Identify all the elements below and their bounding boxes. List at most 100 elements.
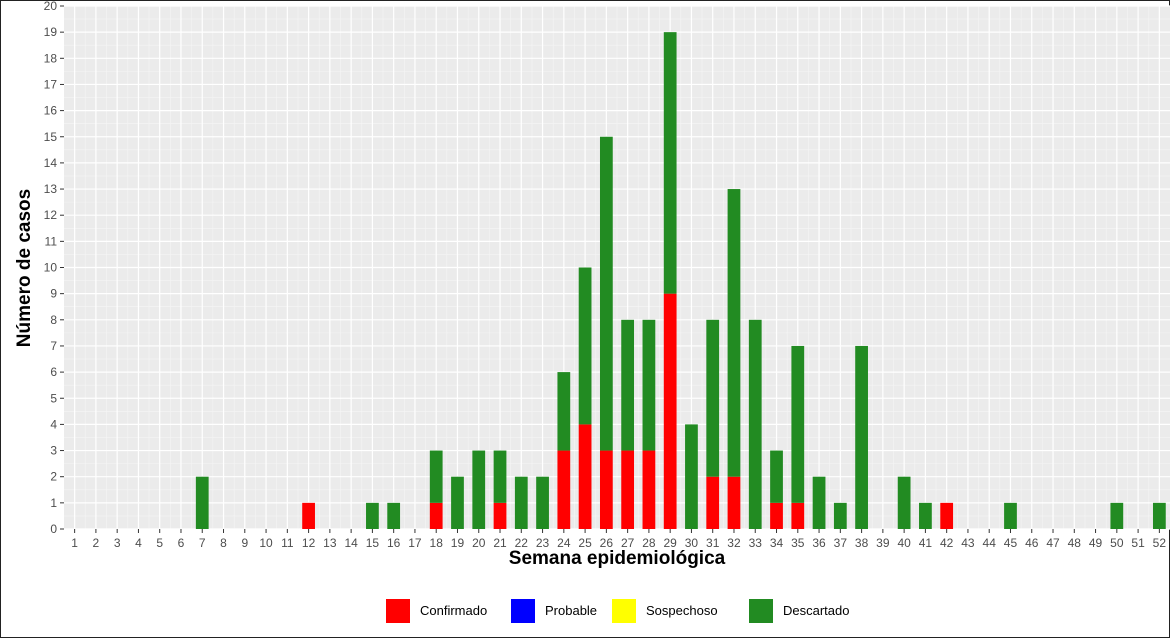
bar-descartado-week-37 (833, 502, 847, 529)
legend-key-sospechoso (612, 599, 636, 623)
y-tick-label: 6 (50, 365, 57, 379)
x-tick-label: 3 (114, 536, 121, 550)
bar-confirmado-week-42 (940, 502, 954, 529)
gridlines (64, 5, 1170, 530)
bar-descartado-week-34 (770, 450, 783, 503)
x-tick-label: 22 (515, 536, 529, 550)
x-tick-label: 41 (919, 536, 933, 550)
x-tick-label: 37 (834, 536, 848, 550)
x-tick-label: 15 (366, 536, 380, 550)
x-tick-label: 31 (706, 536, 720, 550)
bars (195, 32, 1166, 529)
x-tick-label: 17 (408, 536, 422, 550)
x-tick-label: 28 (642, 536, 656, 550)
y-tick-label: 7 (50, 339, 57, 353)
bar-descartado-week-33 (748, 319, 762, 529)
x-tick-label: 18 (430, 536, 444, 550)
bar-confirmado-week-29 (663, 293, 677, 529)
x-tick-label: 24 (557, 536, 571, 550)
x-tick-label: 49 (1089, 536, 1103, 550)
legend-label-probable: Probable (545, 603, 597, 618)
y-tick-label: 14 (44, 156, 58, 170)
bar-confirmado-week-32 (727, 476, 741, 529)
bar-descartado-week-41 (919, 502, 932, 529)
y-tick-label: 13 (44, 182, 58, 196)
bar-descartado-week-36 (812, 476, 826, 529)
bar-descartado-week-7 (195, 476, 209, 529)
bar-descartado-week-27 (621, 319, 635, 451)
x-tick-label: 51 (1131, 536, 1145, 550)
x-tick-label: 38 (855, 536, 869, 550)
y-tick-label: 0 (50, 522, 57, 536)
y-tick-label: 4 (50, 417, 57, 431)
y-tick-label: 18 (44, 51, 58, 65)
bar-descartado-week-29 (663, 32, 677, 294)
bar-descartado-week-50 (1110, 502, 1124, 529)
y-tick-label: 1 (50, 496, 57, 510)
x-tick-label: 47 (1046, 536, 1060, 550)
bar-descartado-week-30 (685, 424, 698, 529)
x-tick-label: 11 (281, 536, 294, 550)
bar-descartado-week-15 (366, 502, 379, 529)
bar-descartado-week-40 (897, 476, 911, 529)
x-tick-label: 39 (876, 536, 890, 550)
y-tick-label: 2 (50, 470, 57, 484)
x-tick-label: 27 (621, 536, 635, 550)
y-tick-label: 20 (44, 0, 58, 13)
x-tick-label: 34 (770, 536, 784, 550)
x-axis-title: Semana epidemiológica (509, 548, 726, 569)
x-tick-label: 45 (1004, 536, 1018, 550)
bar-confirmado-week-31 (706, 476, 720, 529)
bar-descartado-week-16 (387, 502, 401, 529)
bar-descartado-week-23 (536, 476, 549, 529)
bar-descartado-week-32 (727, 189, 741, 477)
x-tick-label: 35 (791, 536, 805, 550)
y-tick-label: 9 (50, 287, 57, 301)
legend: Confirmado Probable Sospechoso Descartado (386, 599, 849, 623)
bar-descartado-week-18 (429, 450, 443, 503)
x-tick-label: 48 (1068, 536, 1082, 550)
x-tick-label: 40 (897, 536, 911, 550)
x-tick-label: 29 (663, 536, 677, 550)
bar-confirmado-week-35 (791, 502, 805, 529)
legend-key-confirmado (386, 599, 410, 623)
bar-descartado-week-31 (706, 319, 720, 477)
y-tick-label: 8 (50, 313, 57, 327)
bar-descartado-week-24 (557, 372, 571, 451)
legend-key-probable (511, 599, 535, 623)
x-tick-label: 21 (493, 536, 507, 550)
bar-descartado-week-19 (451, 476, 464, 529)
x-tick-label: 20 (472, 536, 486, 550)
bar-descartado-week-20 (472, 450, 486, 529)
x-tick-label: 12 (302, 536, 316, 550)
x-tick-label: 43 (961, 536, 975, 550)
y-tick-label: 17 (44, 77, 58, 91)
x-tick-label: 8 (220, 536, 227, 550)
x-tick-label: 2 (93, 536, 100, 550)
x-tick-label: 9 (241, 536, 248, 550)
x-tick-label: 52 (1153, 536, 1167, 550)
y-tick-label: 3 (50, 444, 57, 458)
legend-label-sospechoso: Sospechoso (646, 603, 718, 618)
x-tick-label: 36 (812, 536, 826, 550)
x-tick-label: 23 (536, 536, 550, 550)
x-tick-label: 10 (259, 536, 273, 550)
x-tick-label: 33 (749, 536, 763, 550)
x-tick-label: 14 (344, 536, 358, 550)
bar-descartado-week-22 (514, 476, 528, 529)
bar-descartado-week-26 (599, 136, 613, 451)
x-tick-label: 19 (451, 536, 465, 550)
bar-descartado-week-35 (791, 345, 805, 503)
y-tick-label: 11 (45, 234, 58, 248)
bar-confirmado-week-21 (493, 502, 507, 529)
x-tick-label: 5 (156, 536, 163, 550)
y-tick-label: 5 (50, 391, 57, 405)
x-tick-label: 32 (727, 536, 741, 550)
bar-descartado-week-38 (855, 345, 868, 529)
x-tick-label: 13 (323, 536, 337, 550)
y-tick-label: 12 (44, 208, 58, 222)
bar-descartado-week-21 (493, 450, 507, 503)
bar-confirmado-week-26 (599, 450, 613, 529)
x-tick-label: 6 (178, 536, 185, 550)
